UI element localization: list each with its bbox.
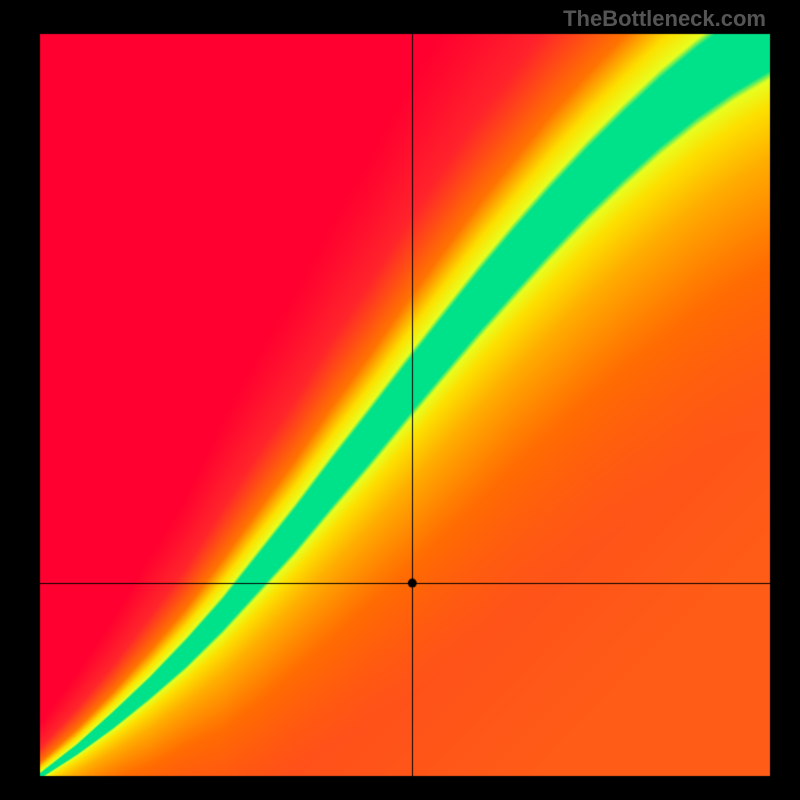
- watermark-text: TheBottleneck.com: [563, 6, 766, 32]
- heatmap-canvas: [0, 0, 800, 800]
- chart-frame: { "watermark": { "text": "TheBottleneck.…: [0, 0, 800, 800]
